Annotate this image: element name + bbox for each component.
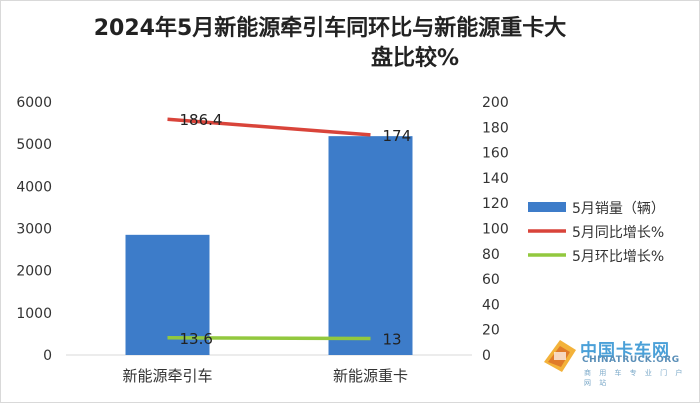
right-tick-label: 200: [482, 95, 509, 111]
left-tick-label: 0: [43, 348, 52, 364]
right-tick-label: 20: [482, 323, 500, 339]
right-tick-label: 60: [482, 272, 500, 288]
watermark-logo: 中国卡车网 CHINATRUCK.ORG 商 用 车 专 业 门 户 网 站: [540, 330, 690, 387]
line-series: 186.4 174 13.6 13: [167, 111, 412, 349]
watermark-en: CHINATRUCK.ORG: [582, 355, 680, 365]
left-tick-label: 4000: [16, 179, 52, 195]
legend-label: 5月销量（辆）: [572, 201, 665, 217]
data-label: 13.6: [180, 330, 213, 348]
left-tick-label: 1000: [16, 306, 52, 322]
right-tick-label: 140: [482, 171, 509, 187]
legend-label: 5月同比增长%: [572, 225, 664, 241]
series-line: [167, 117, 371, 137]
legend: 5月销量（辆） 5月同比增长% 5月环比增长%: [528, 201, 665, 265]
legend-label: 5月环比增长%: [572, 249, 664, 265]
chart-title: 2024年5月新能源牵引车同环比与新能源重卡大 盘比较%: [40, 14, 620, 74]
left-tick-label: 6000: [16, 95, 52, 111]
legend-swatch: [528, 202, 566, 212]
data-label: 13: [383, 331, 402, 349]
bar: [328, 136, 413, 355]
data-label: 186.4: [180, 111, 223, 129]
right-tick-label: 100: [482, 222, 509, 238]
truck-logo-icon: [544, 340, 576, 372]
left-tick-label: 3000: [16, 222, 52, 238]
data-label: 174: [383, 127, 412, 145]
series-line: [167, 336, 371, 341]
category-label: 新能源牵引车: [122, 367, 212, 385]
bar-series: [125, 136, 413, 355]
right-tick-label: 40: [482, 297, 500, 313]
right-tick-label: 160: [482, 146, 509, 162]
watermark-cn: 中国卡车网: [580, 341, 670, 361]
right-axis: 0 20 40 60 80 100 120 140 160 180 200: [482, 95, 509, 364]
category-label: 新能源重卡: [333, 367, 408, 385]
right-tick-label: 80: [482, 247, 500, 263]
right-tick-label: 120: [482, 196, 509, 212]
right-tick-label: 0: [482, 348, 491, 364]
bar: [125, 234, 210, 355]
left-tick-label: 2000: [16, 264, 52, 280]
left-tick-label: 5000: [16, 137, 52, 153]
chart-title-line-2: 盘比较%: [370, 46, 460, 71]
right-tick-label: 180: [482, 120, 509, 136]
chart-title-line-1: 2024年5月新能源牵引车同环比与新能源重卡大: [93, 16, 567, 41]
x-axis-labels: 新能源牵引车 新能源重卡: [122, 367, 408, 385]
watermark-sub: 商 用 车 专 业 门 户 网 站: [584, 369, 686, 387]
